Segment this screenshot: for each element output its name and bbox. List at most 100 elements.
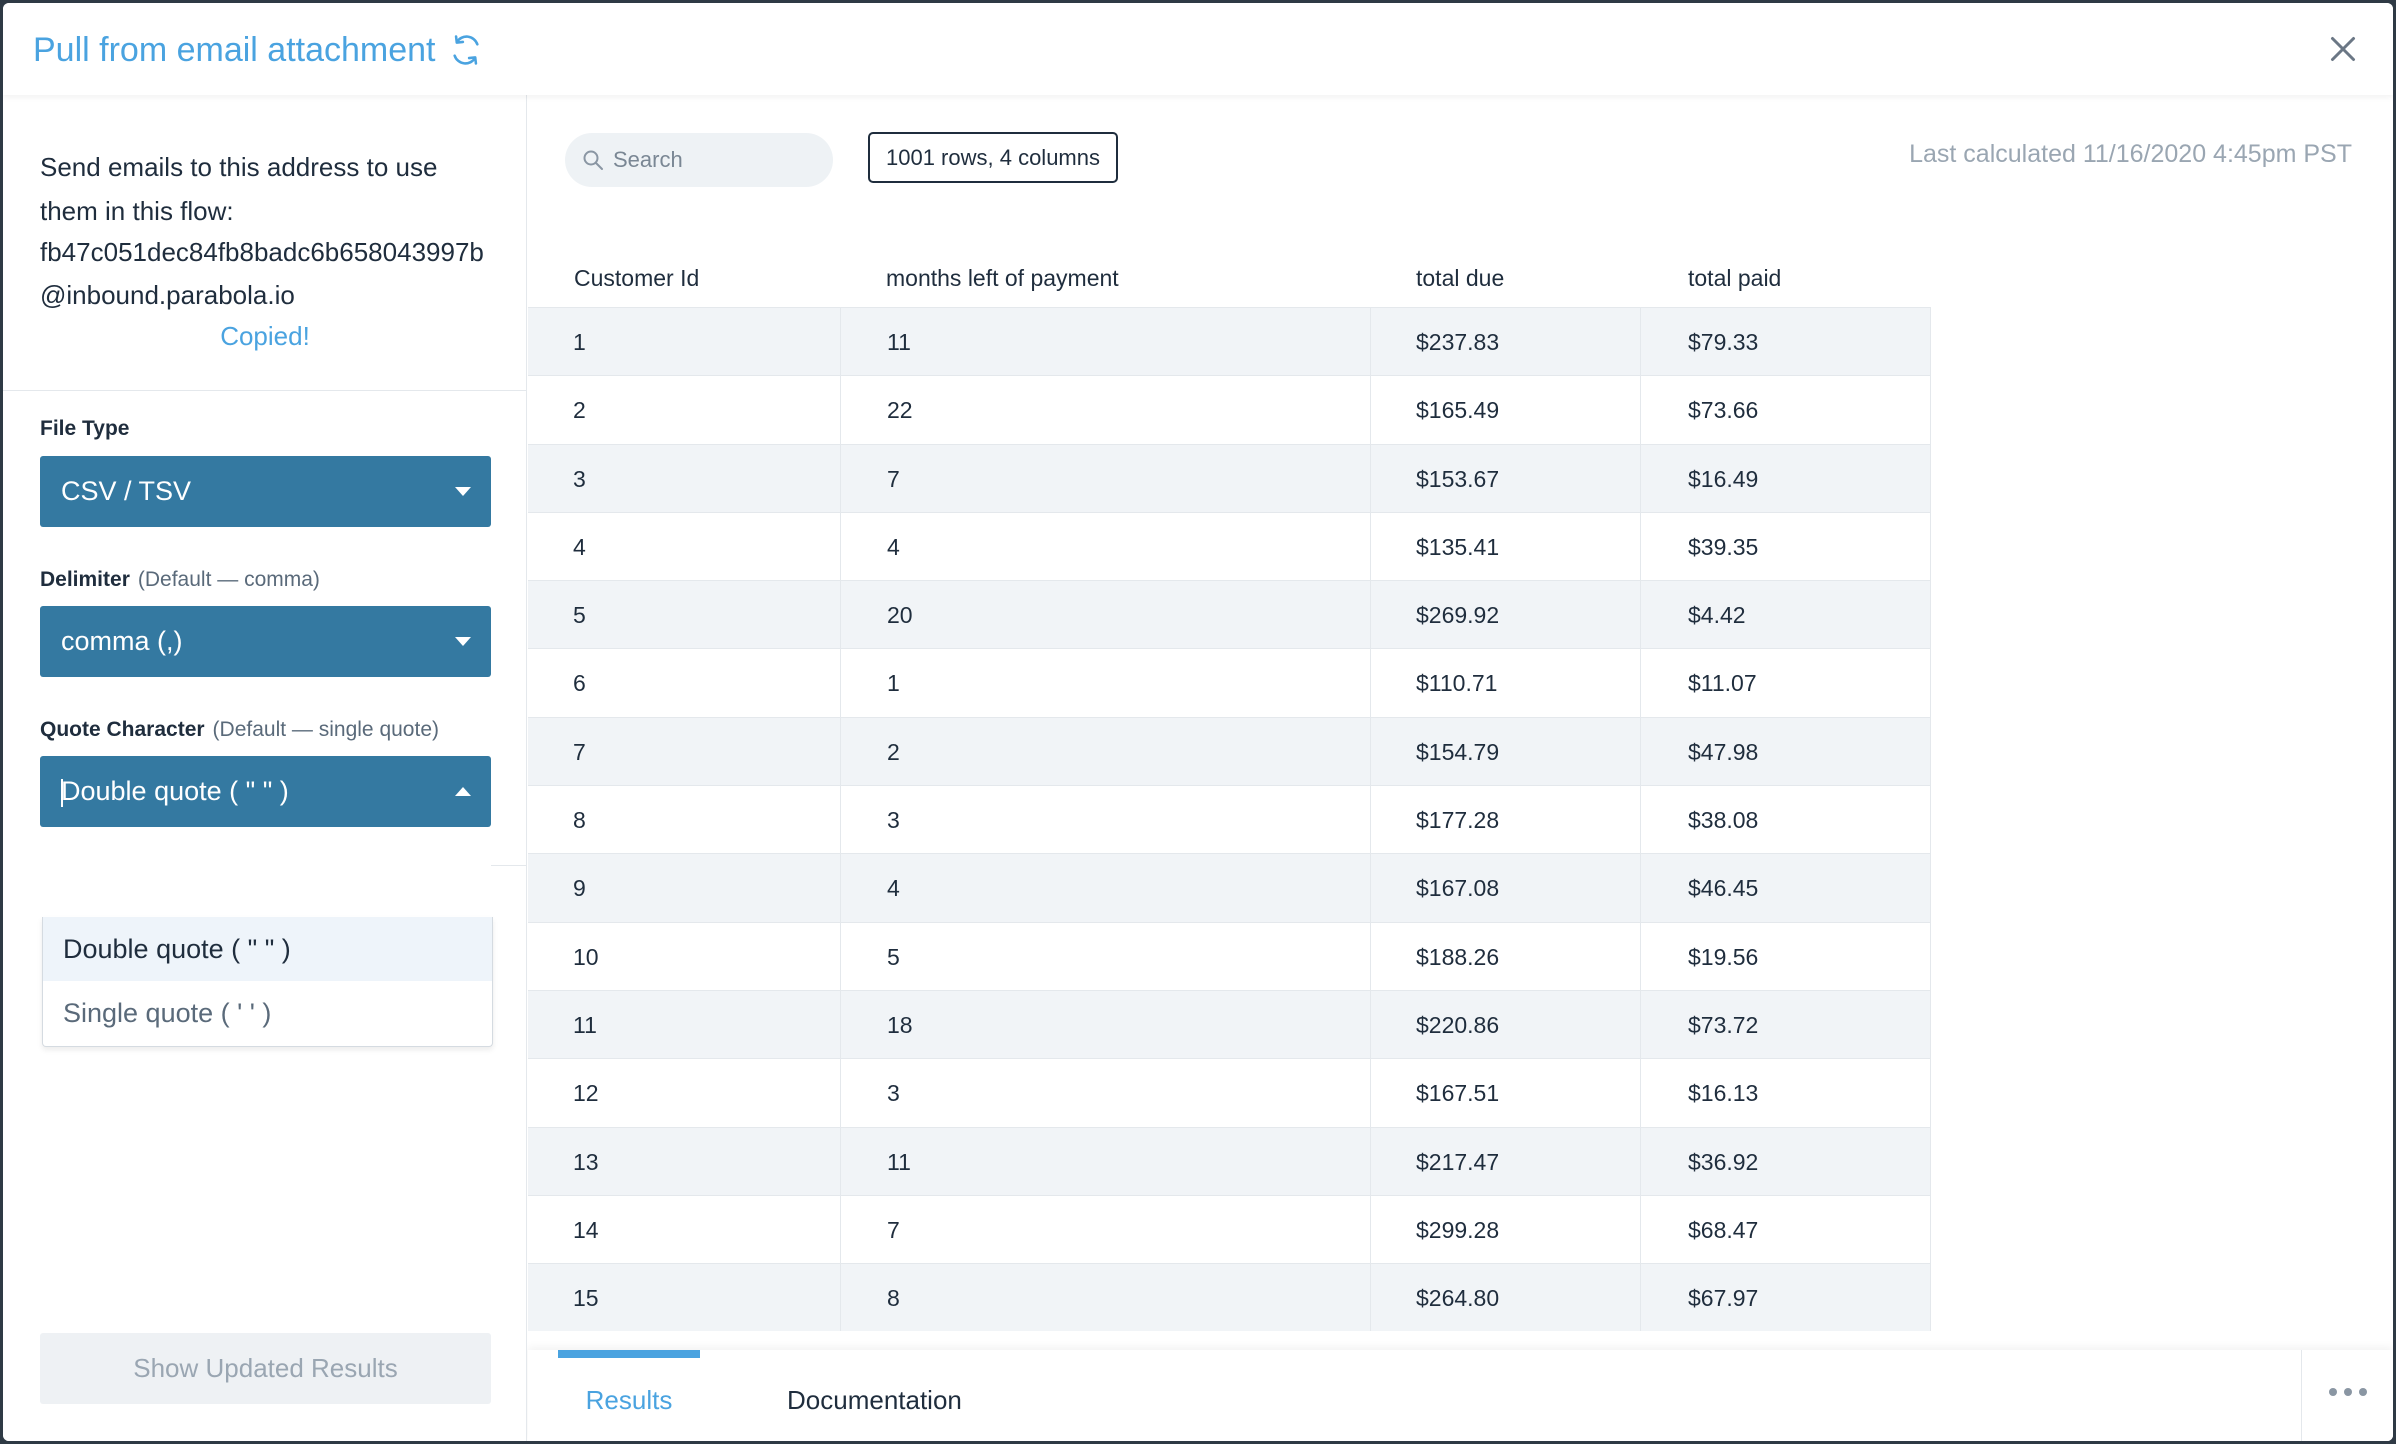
option-double-quote[interactable]: Double quote ( " " ) xyxy=(43,917,492,981)
table-cell[interactable]: $165.49 xyxy=(1371,376,1641,444)
table-row: 9 4 $167.08 $46.45 xyxy=(528,853,1931,922)
table-cell[interactable]: 11 xyxy=(841,1127,1371,1195)
table-cell[interactable]: 11 xyxy=(841,308,1371,376)
table-cell[interactable]: $73.72 xyxy=(1641,990,1931,1059)
table-cell[interactable]: $264.80 xyxy=(1371,1264,1641,1332)
table-cell[interactable]: 4 xyxy=(841,854,1371,922)
quote-character-label: Quote Character (Default — single quote) xyxy=(40,718,439,741)
table-cell[interactable]: $36.92 xyxy=(1641,1127,1931,1195)
table-cell[interactable]: 22 xyxy=(841,376,1371,444)
option-single-quote[interactable]: Single quote ( ' ' ) xyxy=(63,998,272,1028)
table-cell[interactable]: $68.47 xyxy=(1641,1195,1931,1264)
quote-character-value: Double quote ( " " ) xyxy=(61,776,289,806)
search-input[interactable] xyxy=(613,133,823,187)
quote-character-options: Double quote ( " " ) Single quote ( ' ' … xyxy=(42,917,493,1047)
table-cell[interactable]: 3 xyxy=(841,786,1371,854)
table-cell[interactable]: $188.26 xyxy=(1371,922,1641,990)
delimiter-value: comma (,) xyxy=(61,626,183,656)
table-cell[interactable]: $4.42 xyxy=(1641,581,1931,649)
table-cell[interactable]: $217.47 xyxy=(1371,1127,1641,1195)
table-cell[interactable]: $135.41 xyxy=(1371,512,1641,581)
chevron-down-icon xyxy=(455,637,471,646)
table-row: 14 7 $299.28 $68.47 xyxy=(528,1194,1931,1264)
more-menu[interactable] xyxy=(2301,1350,2393,1441)
table-cell[interactable]: 7 xyxy=(528,717,841,786)
table-cell[interactable]: $39.35 xyxy=(1641,512,1931,581)
table-cell[interactable]: $16.13 xyxy=(1641,1059,1931,1127)
table-cell[interactable]: $47.98 xyxy=(1641,717,1931,786)
file-type-select[interactable]: CSV / TSV xyxy=(40,456,491,527)
table-cell[interactable]: 2 xyxy=(528,376,841,444)
email-instructions: Send emails to this address to use them … xyxy=(40,152,438,226)
column-header[interactable]: total paid xyxy=(1688,265,1782,291)
more-dots-icon[interactable] xyxy=(2328,1386,2368,1398)
table-row: 13 11 $217.47 $36.92 xyxy=(528,1126,1931,1195)
tab-results[interactable]: Results xyxy=(558,1350,700,1441)
search-box[interactable] xyxy=(565,133,833,187)
column-header[interactable]: months left of payment xyxy=(886,265,1119,291)
table-cell[interactable]: 5 xyxy=(841,922,1371,990)
table-cell[interactable]: 12 xyxy=(528,1059,841,1127)
table-cell[interactable]: $237.83 xyxy=(1371,308,1641,376)
table-cell[interactable]: 1 xyxy=(528,308,841,376)
table-cell[interactable]: 15 xyxy=(528,1264,841,1332)
table-cell[interactable]: 18 xyxy=(841,990,1371,1059)
table-cell[interactable]: 7 xyxy=(841,444,1371,512)
copied-label[interactable]: Copied! xyxy=(220,321,310,351)
table-cell[interactable]: $46.45 xyxy=(1641,854,1931,922)
table-row: 15 8 $264.80 $67.97 xyxy=(528,1263,1931,1332)
table-cell[interactable]: $220.86 xyxy=(1371,990,1641,1059)
table-cell[interactable]: $167.08 xyxy=(1371,854,1641,922)
table-cell[interactable]: $79.33 xyxy=(1641,308,1931,376)
table-cell[interactable]: 8 xyxy=(528,786,841,854)
table-cell[interactable]: $16.49 xyxy=(1641,444,1931,512)
table-row: 10 5 $188.26 $19.56 xyxy=(528,921,1931,990)
table-cell[interactable]: 2 xyxy=(841,717,1371,786)
close-icon[interactable] xyxy=(2325,31,2361,67)
table-cell[interactable]: 9 xyxy=(528,854,841,922)
table-cell[interactable]: $299.28 xyxy=(1371,1195,1641,1264)
table-row: 8 3 $177.28 $38.08 xyxy=(528,785,1931,854)
chevron-up-icon xyxy=(455,787,471,796)
table-cell[interactable]: $11.07 xyxy=(1641,649,1931,717)
table-cell[interactable]: $110.71 xyxy=(1371,649,1641,717)
tab-documentation[interactable]: Documentation xyxy=(787,1385,962,1415)
column-header[interactable]: Customer Id xyxy=(574,265,700,291)
table-cell[interactable]: 4 xyxy=(841,512,1371,581)
table-cell[interactable]: $67.97 xyxy=(1641,1264,1931,1332)
delimiter-select[interactable]: comma (,) xyxy=(40,606,491,677)
table-row: 12 3 $167.51 $16.13 xyxy=(528,1058,1931,1127)
file-type-value: CSV / TSV xyxy=(61,476,192,506)
table-cell[interactable]: 1 xyxy=(841,649,1371,717)
table-cell[interactable]: $38.08 xyxy=(1641,786,1931,854)
quote-character-select[interactable]: Double quote ( " " ) xyxy=(40,756,491,827)
table-cell[interactable]: $73.66 xyxy=(1641,376,1931,444)
table-cell[interactable]: $154.79 xyxy=(1371,717,1641,786)
file-type-label: File Type xyxy=(40,417,130,440)
quote-character-hint: (Default — single quote) xyxy=(212,718,439,741)
refresh-icon[interactable] xyxy=(449,33,483,67)
table-cell[interactable]: 6 xyxy=(528,649,841,717)
table-cell[interactable]: 20 xyxy=(841,581,1371,649)
table-row: 1 11 $237.83 $79.33 xyxy=(528,307,1931,376)
table-cell[interactable]: 11 xyxy=(528,990,841,1059)
table-cell[interactable]: $177.28 xyxy=(1371,786,1641,854)
table-cell[interactable]: $269.92 xyxy=(1371,581,1641,649)
table-cell[interactable]: 4 xyxy=(528,512,841,581)
page-title: Pull from email attachment xyxy=(33,31,436,69)
table-cell[interactable]: 3 xyxy=(841,1059,1371,1127)
table-row: 6 1 $110.71 $11.07 xyxy=(528,648,1931,717)
table-cell[interactable]: 5 xyxy=(528,581,841,649)
column-header[interactable]: total due xyxy=(1416,265,1505,291)
table-cell[interactable]: 8 xyxy=(841,1264,1371,1332)
table-cell[interactable]: $153.67 xyxy=(1371,444,1641,512)
table-cell[interactable]: $167.51 xyxy=(1371,1059,1641,1127)
inbound-email-address[interactable]: fb47c051dec84fb8badc6b658043997b@inbound… xyxy=(40,237,484,310)
show-updated-results-button[interactable]: Show Updated Results xyxy=(40,1333,491,1404)
table-cell[interactable]: 14 xyxy=(528,1195,841,1264)
table-cell[interactable]: 13 xyxy=(528,1127,841,1195)
table-cell[interactable]: 7 xyxy=(841,1195,1371,1264)
table-cell[interactable]: 3 xyxy=(528,444,841,512)
table-cell[interactable]: $19.56 xyxy=(1641,922,1931,990)
table-cell[interactable]: 10 xyxy=(528,922,841,990)
